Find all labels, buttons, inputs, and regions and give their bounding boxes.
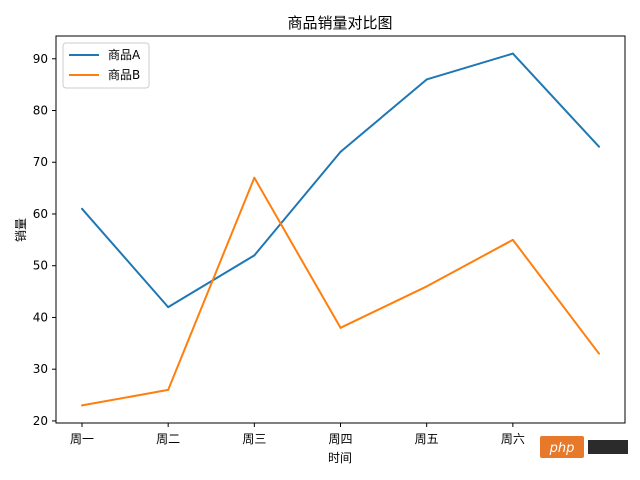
data-point-b [339, 326, 342, 329]
data-point-b [81, 404, 83, 407]
watermark-logo: php [540, 436, 628, 458]
x-axis-ticks: 周一 周二 周三 周四 周五 周六 [70, 423, 525, 446]
y-axis-ticks: 20 30 40 50 60 70 80 90 [33, 52, 56, 428]
watermark-dark-block [588, 440, 628, 454]
data-point-a [81, 207, 83, 210]
y-tick-label: 40 [33, 310, 48, 324]
y-tick-label: 50 [33, 259, 48, 273]
x-tick-label: 周二 [156, 432, 180, 446]
y-tick-label: 80 [33, 104, 48, 118]
series-layer [81, 52, 601, 407]
legend: 商品A 商品B [62, 42, 150, 89]
y-axis-label: 销量 [14, 218, 28, 242]
data-point-b [598, 352, 601, 355]
y-tick-label: 20 [33, 414, 48, 428]
y-tick-label: 60 [33, 207, 48, 221]
data-point-b [253, 176, 256, 179]
data-point-b [167, 388, 170, 391]
x-tick-label: 周一 [70, 432, 94, 446]
data-point-a [511, 52, 514, 55]
data-point-b [511, 238, 514, 241]
watermark-text: php [549, 441, 575, 456]
data-point-b [425, 285, 428, 288]
legend-label-series-b: 商品B [108, 67, 140, 82]
x-tick-label: 周五 [415, 432, 439, 446]
data-point-a [167, 306, 170, 309]
x-tick-label: 周六 [501, 432, 525, 446]
data-point-a [425, 78, 428, 81]
data-point-a [253, 254, 256, 257]
data-point-a [339, 150, 342, 153]
x-tick-label: 周四 [329, 432, 353, 446]
x-axis-label: 时间 [328, 451, 352, 465]
y-tick-label: 30 [33, 362, 48, 376]
data-point-a [598, 145, 601, 148]
legend-label-series-a: 商品A [108, 47, 141, 62]
y-tick-label: 70 [33, 155, 48, 169]
y-tick-label: 90 [33, 52, 48, 66]
x-tick-label: 周三 [242, 432, 266, 446]
watermark-badge [540, 436, 584, 458]
chart-title: 商品销量对比图 [287, 14, 392, 32]
